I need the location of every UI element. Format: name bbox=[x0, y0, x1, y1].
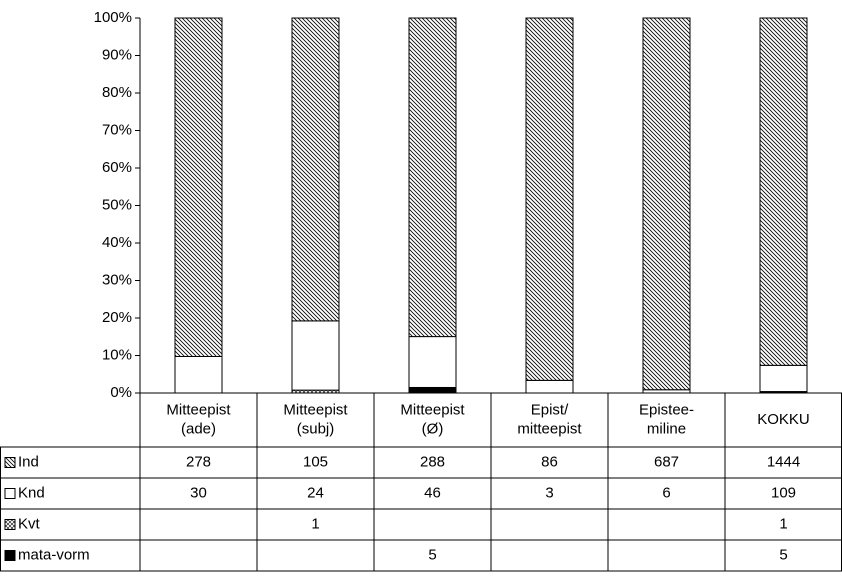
table-value: 109 bbox=[771, 484, 796, 501]
x-tick-label: miline bbox=[647, 420, 686, 437]
y-tick-label: 30% bbox=[102, 271, 132, 288]
bar-segment bbox=[174, 355, 223, 394]
x-tick-label: Mitteepist bbox=[166, 401, 231, 418]
legend-label: Kvt bbox=[18, 515, 41, 532]
y-tick-label: 80% bbox=[102, 84, 132, 101]
bar-segment bbox=[408, 386, 457, 394]
bar-segment bbox=[408, 336, 457, 388]
y-tick-label: 10% bbox=[102, 346, 132, 363]
table-value: 278 bbox=[186, 453, 211, 470]
x-tick-label: Epistee- bbox=[639, 401, 694, 418]
y-tick-label: 70% bbox=[102, 121, 132, 138]
table-value: 1 bbox=[311, 515, 319, 532]
x-tick-label: Mitteepist bbox=[400, 401, 465, 418]
y-tick-label: 50% bbox=[102, 196, 132, 213]
table-value: 1 bbox=[779, 515, 787, 532]
x-tick-label: KOKKU bbox=[757, 411, 810, 428]
y-tick-label: 90% bbox=[102, 46, 132, 63]
bar-segment bbox=[174, 17, 223, 357]
legend-label: Ind bbox=[18, 453, 39, 470]
x-tick-label: (subj) bbox=[297, 420, 335, 437]
table-value: 46 bbox=[424, 484, 441, 501]
y-tick-label: 60% bbox=[102, 159, 132, 176]
legend-swatch bbox=[4, 457, 16, 468]
bar-segment bbox=[408, 17, 457, 338]
bar-segment bbox=[291, 17, 340, 322]
table-value: 6 bbox=[662, 484, 670, 501]
bar-segment bbox=[759, 17, 808, 366]
legend-swatch bbox=[4, 550, 16, 561]
table-value: 687 bbox=[654, 453, 679, 470]
x-tick-label: mitteepist bbox=[517, 420, 582, 437]
bar-segment bbox=[291, 320, 340, 391]
y-tick-label: 40% bbox=[102, 234, 132, 251]
table-value: 24 bbox=[307, 484, 324, 501]
bar-segment bbox=[525, 17, 574, 381]
bar-segment bbox=[759, 364, 808, 393]
table-value: 5 bbox=[779, 546, 787, 563]
table-value: 288 bbox=[420, 453, 445, 470]
legend-label: mata-vorm bbox=[18, 546, 90, 563]
x-tick-label: Mitteepist bbox=[283, 401, 348, 418]
y-tick-label: 20% bbox=[102, 309, 132, 326]
table-value: 105 bbox=[303, 453, 328, 470]
legend-swatch bbox=[4, 519, 16, 530]
y-tick-label: 0% bbox=[110, 384, 132, 401]
table-value: 86 bbox=[541, 453, 558, 470]
x-tick-label: (ade) bbox=[181, 420, 216, 437]
x-tick-label: Epist/ bbox=[531, 401, 569, 418]
legend-label: Knd bbox=[18, 484, 45, 501]
bar-segment bbox=[525, 379, 574, 394]
table-value: 5 bbox=[428, 546, 436, 563]
table-value: 3 bbox=[545, 484, 553, 501]
table-value: 1444 bbox=[767, 453, 800, 470]
x-tick-label: (Ø) bbox=[422, 420, 444, 437]
legend-swatch bbox=[4, 488, 16, 499]
bar-segment bbox=[642, 17, 691, 391]
y-tick-label: 100% bbox=[94, 9, 132, 26]
table-value: 30 bbox=[190, 484, 207, 501]
